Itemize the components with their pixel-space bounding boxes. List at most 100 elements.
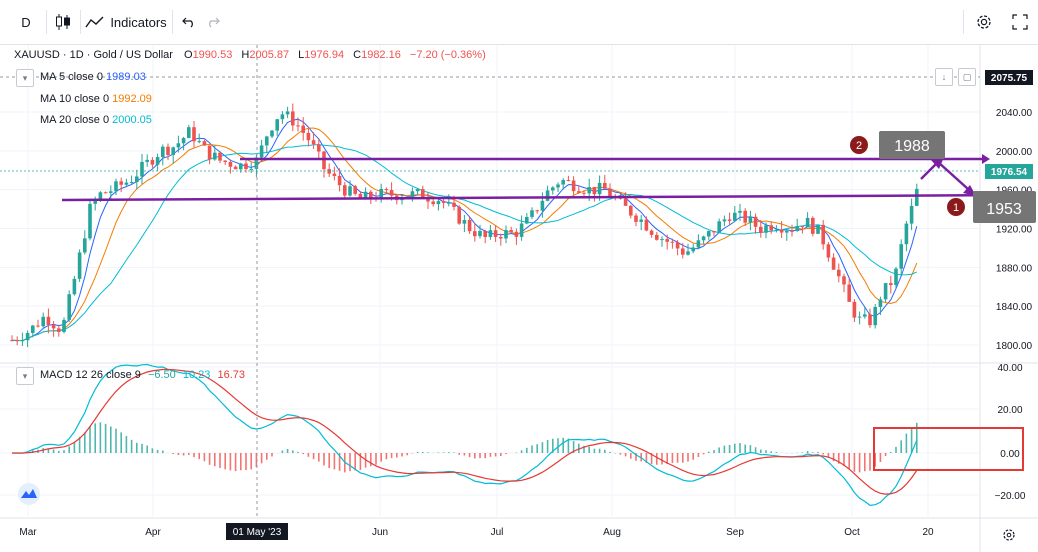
candle-body <box>493 230 498 238</box>
redo-button[interactable] <box>202 8 224 36</box>
indicators-icon <box>85 16 104 28</box>
candle-body <box>863 314 867 317</box>
open-value: 1990.53 <box>192 49 233 61</box>
candle-body <box>899 244 903 269</box>
support-line[interactable] <box>61 193 1027 202</box>
candle-body <box>816 224 820 234</box>
candle-body <box>171 147 175 155</box>
price-tick-label: 1880.00 <box>996 263 1033 274</box>
ma10-line <box>11 127 918 341</box>
scroll-down-button[interactable]: ↓ <box>935 68 953 86</box>
candle-body <box>285 111 290 115</box>
candle-body <box>36 325 40 327</box>
candle-body <box>712 231 716 233</box>
candle-body <box>363 191 368 199</box>
candle-body <box>228 161 233 167</box>
macd-signal-line <box>12 368 918 495</box>
candle-body <box>421 189 425 199</box>
maximize-pane-button[interactable]: ▢ <box>958 68 976 86</box>
ma20-label: MA 20 close 0 <box>40 114 110 126</box>
candle-body <box>223 160 227 162</box>
macd-collapse-button[interactable]: ▾ <box>16 367 34 385</box>
candle-body <box>649 230 654 235</box>
price-chart[interactable]: 2040.002000.001960.001920.001880.001840.… <box>0 45 1038 552</box>
tradingview-logo <box>18 483 40 505</box>
candle-body <box>831 257 836 270</box>
chart-settings-button[interactable] <box>1003 529 1015 541</box>
candle-body <box>795 226 799 231</box>
macd-legend[interactable]: MACD 12 26 close 9 −6.50 10.23 16.73 <box>40 369 245 381</box>
candle-body <box>759 226 763 233</box>
interval-button[interactable]: D <box>21 14 31 30</box>
candle-body <box>519 223 524 237</box>
gear-icon <box>1003 529 1015 541</box>
candle-body <box>103 192 108 194</box>
price-tick-label: 2000.00 <box>996 147 1033 158</box>
candle-body <box>441 201 446 203</box>
candle-body <box>259 145 264 158</box>
date-tick-label: Apr <box>145 527 161 538</box>
toolbar-divider <box>80 10 81 34</box>
candle-body <box>603 182 607 189</box>
date-tick-label: Aug <box>603 527 621 538</box>
price-tick-label: 1800.00 <box>996 341 1033 352</box>
candle-body <box>525 216 529 224</box>
candle-body <box>83 238 87 253</box>
candle-body <box>192 127 196 142</box>
settings-button[interactable] <box>970 8 998 36</box>
date-tick-label: Sep <box>726 527 744 538</box>
candle-body <box>883 283 888 300</box>
candle-body <box>556 184 560 188</box>
candle-body <box>467 220 472 232</box>
candles-style-button[interactable] <box>50 8 76 36</box>
candle-body <box>670 241 675 243</box>
candle-body <box>582 192 586 194</box>
open-label: O <box>184 49 193 61</box>
undo-icon <box>182 17 193 28</box>
maximize-icon: ▢ <box>962 72 972 82</box>
candle-body <box>109 191 113 193</box>
ma20-legend[interactable]: MA 20 close 0 2000.05 <box>40 114 152 126</box>
candle-body <box>166 146 170 155</box>
date-tick-label: 20 <box>922 527 934 538</box>
candle-body <box>384 188 389 191</box>
candle-body <box>311 140 316 145</box>
candle-body <box>10 340 14 342</box>
candle-body <box>218 152 222 161</box>
annotation-1[interactable]: 1 1953 <box>947 191 1036 223</box>
candle-body <box>88 203 92 239</box>
redo-icon <box>209 17 220 28</box>
candle-body <box>535 210 539 212</box>
date-tick-label: Mar <box>19 527 37 538</box>
ma5-legend[interactable]: MA 5 close 0 1989.03 <box>40 71 146 83</box>
candle-body <box>826 244 831 258</box>
candle-body <box>545 190 550 201</box>
candle-body <box>20 340 25 342</box>
candle-body <box>805 217 810 228</box>
undo-button[interactable] <box>178 8 200 36</box>
candle-body <box>462 220 467 224</box>
candle-body <box>800 226 805 228</box>
candle-body <box>488 230 493 237</box>
candle-body <box>358 193 363 199</box>
macd-tick-label: 20.00 <box>997 405 1022 416</box>
candle-body <box>301 125 305 133</box>
indicators-button[interactable]: Indicators <box>84 8 168 36</box>
svg-text:01 May '23: 01 May '23 <box>233 527 282 538</box>
fullscreen-button[interactable] <box>1006 8 1034 36</box>
annotation-2[interactable]: 2 1988 <box>850 131 945 159</box>
price-tick-label: 1920.00 <box>996 225 1033 236</box>
candle-body <box>540 200 545 211</box>
candle-body <box>904 223 909 245</box>
candle-body <box>176 143 181 148</box>
candle-body <box>46 316 51 325</box>
legend-collapse-button[interactable]: ▾ <box>16 69 34 87</box>
candle-body <box>249 168 253 170</box>
candle-body <box>878 299 883 307</box>
ma10-legend[interactable]: MA 10 close 0 1992.09 <box>40 93 152 105</box>
symbol-title[interactable]: XAUUSD · 1D · Gold / US Dollar <box>14 49 173 61</box>
candle-body <box>587 187 591 194</box>
candle-body <box>733 212 737 221</box>
svg-text:1976.54: 1976.54 <box>991 167 1028 178</box>
toolbar-divider <box>172 10 173 34</box>
